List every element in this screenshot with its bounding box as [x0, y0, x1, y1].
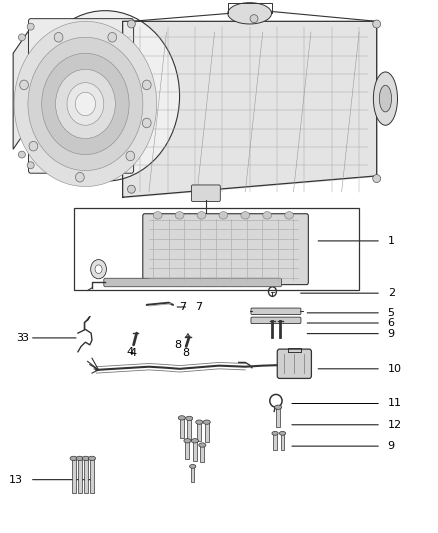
Ellipse shape [29, 141, 38, 151]
FancyBboxPatch shape [251, 317, 301, 324]
Bar [281, 433, 284, 450]
FancyBboxPatch shape [277, 349, 311, 378]
Ellipse shape [42, 53, 129, 155]
Ellipse shape [196, 420, 203, 424]
Ellipse shape [197, 212, 206, 219]
Bar [90, 458, 94, 493]
Text: 8: 8 [182, 349, 189, 358]
Bar [191, 466, 194, 482]
Ellipse shape [75, 92, 95, 116]
Ellipse shape [203, 420, 210, 424]
Ellipse shape [108, 33, 117, 42]
Ellipse shape [67, 83, 104, 125]
Ellipse shape [186, 416, 193, 421]
Bar [84, 458, 88, 493]
Ellipse shape [31, 11, 180, 181]
Bar [186, 441, 189, 459]
Text: 2: 2 [388, 288, 395, 298]
Polygon shape [13, 21, 35, 149]
Ellipse shape [379, 85, 392, 112]
Bar [273, 433, 277, 450]
Ellipse shape [56, 69, 115, 139]
Ellipse shape [18, 151, 25, 158]
Text: 6: 6 [388, 318, 395, 328]
Ellipse shape [126, 151, 135, 161]
Ellipse shape [153, 212, 162, 219]
Ellipse shape [27, 162, 34, 168]
Ellipse shape [228, 3, 272, 24]
Text: 12: 12 [388, 420, 402, 430]
Ellipse shape [54, 33, 63, 42]
FancyBboxPatch shape [251, 308, 301, 314]
Ellipse shape [20, 80, 28, 90]
Ellipse shape [219, 212, 228, 219]
Text: 8: 8 [175, 341, 182, 350]
Ellipse shape [263, 212, 272, 219]
Ellipse shape [373, 20, 381, 28]
Ellipse shape [27, 23, 34, 30]
Ellipse shape [127, 185, 135, 193]
Ellipse shape [18, 34, 25, 41]
Ellipse shape [373, 72, 398, 125]
Ellipse shape [142, 80, 151, 90]
Ellipse shape [82, 456, 89, 461]
Text: 9: 9 [388, 441, 395, 451]
Bar [205, 422, 208, 442]
Circle shape [95, 265, 102, 273]
Bar [197, 422, 201, 441]
Ellipse shape [184, 439, 191, 443]
Ellipse shape [142, 118, 151, 128]
Bar [71, 458, 76, 493]
Text: 3: 3 [21, 333, 28, 343]
Ellipse shape [199, 443, 206, 447]
Text: 5: 5 [388, 308, 395, 318]
Bar [187, 418, 191, 440]
FancyBboxPatch shape [191, 185, 220, 201]
Ellipse shape [190, 464, 196, 469]
Bar [193, 441, 197, 461]
Bar [74, 208, 359, 290]
Bar [180, 418, 184, 438]
Ellipse shape [14, 21, 157, 187]
Text: 3: 3 [16, 333, 23, 343]
Ellipse shape [76, 456, 83, 461]
Ellipse shape [28, 37, 143, 171]
Text: 7: 7 [179, 302, 186, 312]
Ellipse shape [88, 456, 95, 461]
Ellipse shape [285, 212, 293, 219]
Ellipse shape [275, 405, 282, 409]
Ellipse shape [70, 456, 77, 461]
FancyBboxPatch shape [28, 19, 134, 173]
FancyBboxPatch shape [143, 214, 308, 285]
Text: 1: 1 [388, 236, 395, 246]
Ellipse shape [279, 431, 286, 435]
Text: 10: 10 [388, 364, 402, 374]
Bar [276, 407, 280, 427]
Ellipse shape [250, 15, 258, 22]
Text: 4: 4 [129, 349, 136, 358]
Text: 13: 13 [9, 475, 23, 484]
Text: 4: 4 [127, 347, 134, 357]
Ellipse shape [241, 212, 250, 219]
Text: 11: 11 [388, 399, 402, 408]
Ellipse shape [178, 416, 185, 420]
Bar [201, 445, 204, 462]
Ellipse shape [175, 212, 184, 219]
Text: 9: 9 [388, 329, 395, 338]
Ellipse shape [373, 175, 381, 182]
Ellipse shape [272, 431, 278, 435]
Text: 7: 7 [195, 302, 202, 312]
Circle shape [91, 260, 106, 279]
Ellipse shape [191, 439, 198, 443]
Ellipse shape [127, 20, 135, 28]
Ellipse shape [75, 172, 84, 182]
FancyBboxPatch shape [104, 278, 282, 287]
Bar [78, 458, 81, 493]
